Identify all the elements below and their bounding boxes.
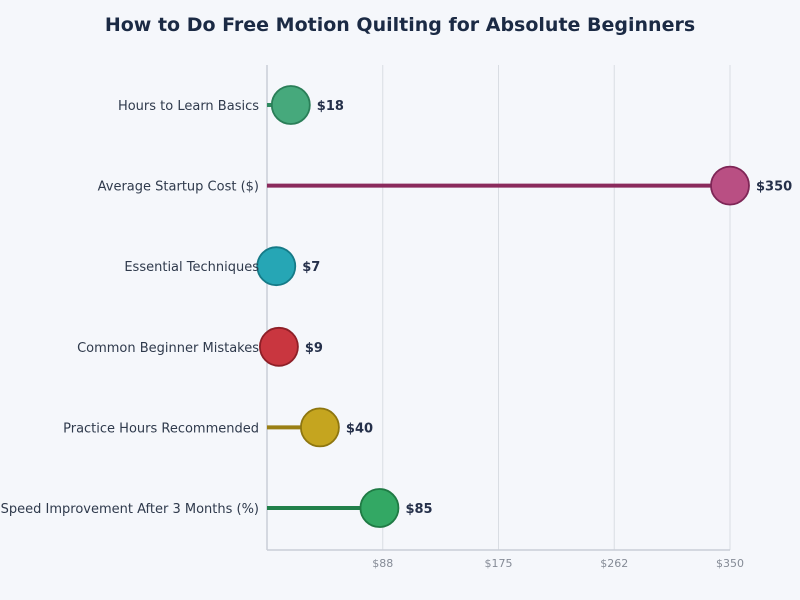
data-point-marker	[270, 85, 311, 125]
value-label: $7	[302, 260, 320, 275]
category-label: Practice Hours Recommended	[63, 421, 259, 436]
value-label: $18	[317, 99, 344, 114]
lollipop-row: Common Beginner Mistakes $9	[77, 326, 323, 367]
x-tick-label: $262	[600, 557, 628, 570]
x-tick-labels: $88 $175 $262 $350	[372, 557, 744, 570]
category-label: Common Beginner Mistakes	[77, 341, 259, 356]
category-label: Speed Improvement After 3 Months (%)	[1, 502, 259, 517]
data-point-marker	[259, 326, 299, 367]
lollipop-row: Practice Hours Recommended $40	[63, 407, 373, 448]
data-point-marker	[300, 407, 340, 448]
lollipop-row: Average Startup Cost ($) $350	[98, 165, 792, 206]
data-point-marker	[359, 488, 400, 528]
chart-title: How to Do Free Motion Quilting for Absol…	[104, 14, 696, 36]
value-label: $350	[756, 180, 792, 195]
value-label: $40	[346, 421, 373, 436]
category-label: Hours to Learn Basics	[118, 99, 259, 114]
data-rows: Hours to Learn Basics $18 Average Startup …	[1, 85, 792, 528]
category-label: Essential Techniques	[124, 260, 259, 275]
value-label: $85	[405, 502, 432, 517]
data-point-marker	[710, 165, 750, 206]
x-tick-label: $350	[716, 557, 744, 570]
lollipop-row: Hours to Learn Basics $18	[118, 85, 344, 125]
lollipop-row: Speed Improvement After 3 Months (%) $85	[1, 488, 433, 528]
category-label: Average Startup Cost ($)	[98, 180, 259, 195]
data-point-marker	[256, 246, 297, 287]
lollipop-row: Essential Techniques $7	[124, 246, 320, 287]
value-label: $9	[305, 341, 323, 356]
gridlines	[382, 65, 731, 550]
x-tick-label: $175	[485, 557, 513, 570]
x-tick-label: $88	[372, 557, 393, 570]
